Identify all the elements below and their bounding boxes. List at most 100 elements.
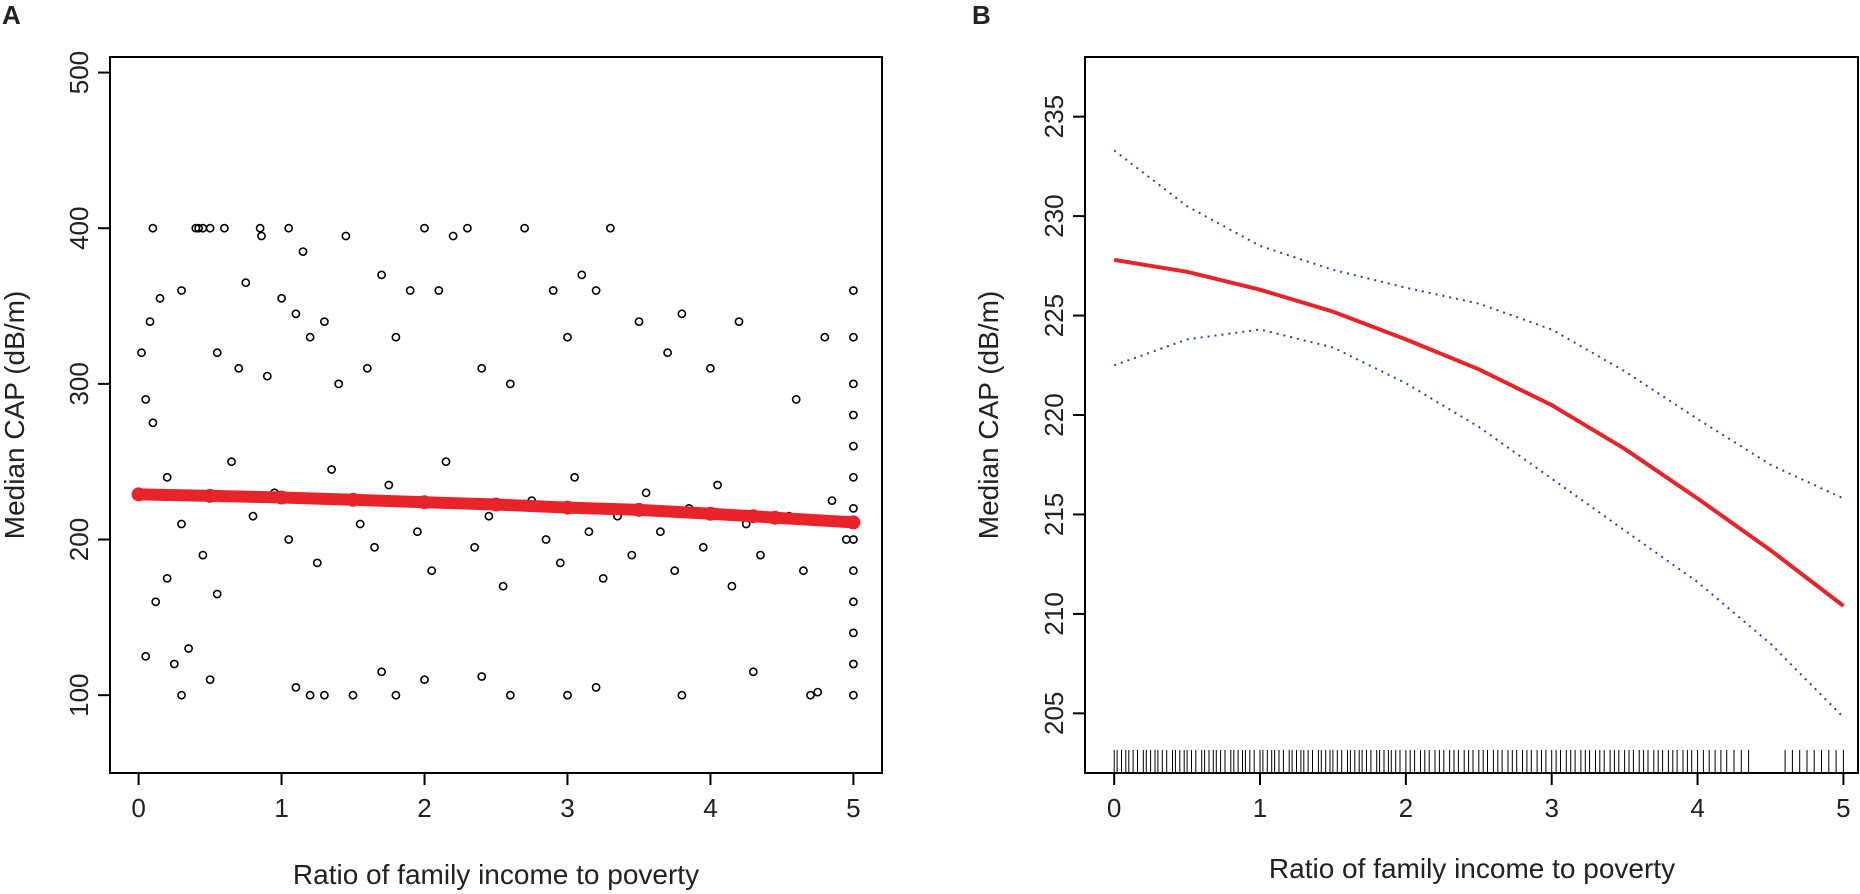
panel-a-y-tick-label: 400	[64, 207, 94, 250]
series-fit	[1113, 257, 1845, 608]
panel-b-x-tick-label: 3	[1544, 793, 1558, 823]
scatter-point	[849, 503, 858, 513]
scatter-point	[849, 659, 858, 669]
scatter-point	[670, 566, 680, 576]
scatter-point	[820, 332, 830, 342]
scatter-point	[284, 223, 294, 233]
scatter-point	[434, 286, 444, 295]
scatter-point	[362, 363, 372, 373]
panel-a-x-tick-label: 5	[846, 793, 860, 823]
scatter-point	[312, 558, 322, 568]
scatter-point	[606, 223, 615, 233]
scatter-point	[827, 496, 837, 505]
scatter-point	[341, 231, 351, 241]
panel-b-y-tick-label: 220	[1039, 393, 1069, 436]
scatter-point	[141, 651, 151, 661]
scatter-point	[205, 223, 215, 233]
panel-b-y-axis-title: Median CAP (dB/m)	[973, 291, 1004, 539]
scatter-point	[319, 690, 329, 700]
scatter-point	[334, 379, 344, 389]
panel-a-x-tick-label: 2	[417, 793, 431, 823]
scatter-point	[151, 597, 161, 607]
panel-b-x-tick-label: 1	[1253, 793, 1267, 823]
scatter-point	[177, 286, 186, 295]
scatter-point	[355, 519, 365, 529]
panel-b-y-tick-label: 215	[1039, 493, 1069, 536]
scatter-point	[756, 550, 765, 560]
scatter-point	[241, 278, 251, 288]
scatter-point	[598, 574, 608, 583]
scatter-point	[477, 363, 487, 373]
scatter-point	[748, 667, 758, 677]
scatter-point	[627, 550, 637, 560]
scatter-point	[591, 683, 601, 692]
scatter-point	[145, 317, 155, 326]
scatter-point	[319, 317, 329, 326]
panel-a-plot-frame	[109, 56, 883, 774]
scatter-point	[849, 566, 858, 576]
scatter-point	[563, 690, 572, 700]
scatter-point	[520, 223, 529, 233]
scatter-point	[477, 672, 487, 681]
scatter-point	[141, 394, 151, 404]
scatter-point	[377, 270, 386, 280]
scatter-point	[677, 690, 687, 700]
fit-line	[132, 488, 860, 529]
panel-b-plot-frame	[1084, 56, 1859, 774]
scatter-point	[420, 223, 429, 233]
scatter-point	[162, 472, 172, 482]
scatter-point	[498, 581, 508, 591]
scatter-point	[849, 597, 858, 607]
scatter-point	[577, 270, 587, 280]
scatter-point	[427, 566, 437, 576]
scatter-point	[727, 581, 737, 591]
scatter-point	[148, 418, 158, 428]
scatter-point	[849, 628, 858, 638]
scatter-point	[291, 309, 301, 319]
scatter-point	[384, 480, 394, 490]
panel-b-y-axis: 205 210 215 220 225 230 235	[1039, 95, 1085, 735]
scatter-point	[634, 317, 644, 326]
scatter-point	[248, 511, 258, 521]
scatter-point	[698, 542, 708, 552]
scatter-point	[370, 542, 379, 552]
scatter-point	[484, 511, 494, 521]
panel-a-x-tick-label: 1	[274, 793, 288, 823]
scatter-point	[849, 472, 858, 482]
panel-a-y-tick-label: 200	[64, 518, 94, 561]
scatter-point	[441, 457, 451, 467]
panel-a-x-tick-label: 3	[560, 793, 574, 823]
scatter-point	[262, 371, 272, 381]
panel-b-x-tick-label: 4	[1690, 793, 1704, 823]
scatter-point	[212, 589, 222, 599]
scatter-point	[305, 690, 315, 700]
scatter-point	[377, 667, 386, 677]
series-upper-ci	[1113, 149, 1844, 500]
scatter-point	[570, 472, 579, 482]
scatter-point	[391, 690, 401, 700]
scatter-point	[391, 332, 401, 342]
scatter-point	[298, 247, 308, 256]
panel-a-x-axis-title: Ratio of family income to poverty	[293, 859, 699, 890]
scatter-point	[677, 309, 687, 319]
scatter-point	[813, 687, 823, 697]
scatter-point	[227, 457, 236, 467]
scatter-point	[420, 675, 429, 684]
scatter-point	[849, 410, 858, 420]
scatter-point	[212, 348, 222, 358]
panel-b-y-tick-label: 235	[1039, 95, 1069, 138]
scatter-point	[641, 488, 651, 498]
scatter-point	[470, 542, 479, 552]
scatter-point	[849, 690, 858, 700]
scatter-point	[849, 379, 858, 389]
panel-b-x-tick-label: 2	[1399, 793, 1413, 823]
scatter-point	[305, 332, 315, 342]
scatter-point	[148, 223, 158, 233]
scatter-point	[799, 566, 808, 576]
scatter-point	[849, 332, 858, 342]
scatter-point	[656, 527, 665, 537]
panel-b-y-tick-label: 210	[1039, 592, 1069, 635]
panel-b-letter: B	[972, 0, 991, 30]
scatter-point	[548, 286, 558, 295]
